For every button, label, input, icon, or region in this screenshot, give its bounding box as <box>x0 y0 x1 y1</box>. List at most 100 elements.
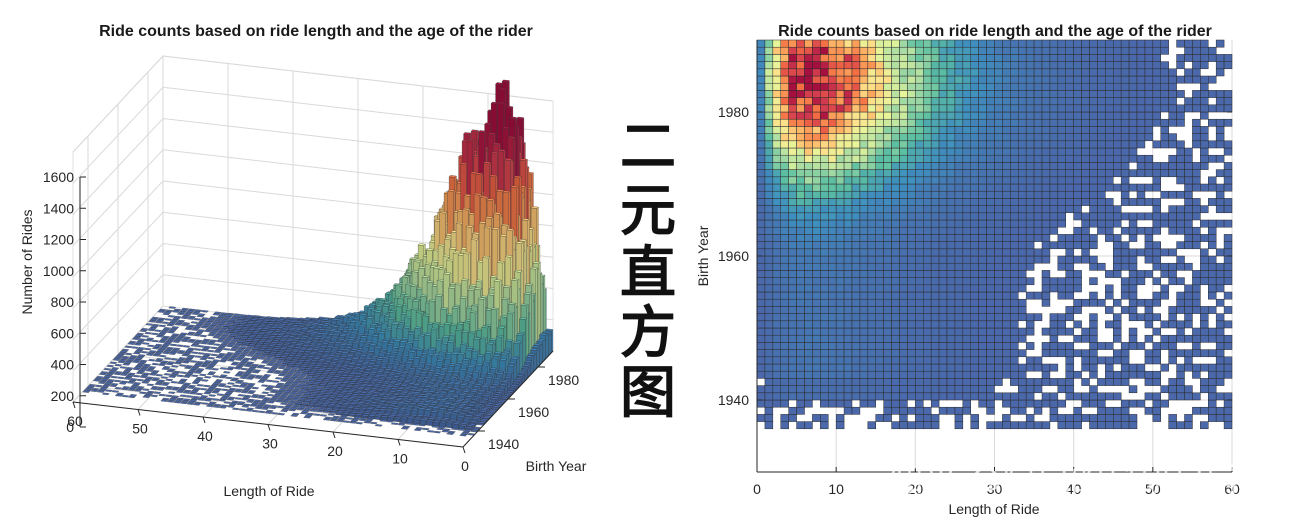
bar3d-bar <box>126 374 135 377</box>
heatmap-cell <box>764 349 774 358</box>
heatmap-cell <box>1033 291 1043 300</box>
heatmap-cell <box>970 241 979 250</box>
bar3d-bar <box>207 341 216 344</box>
heatmap-cell <box>1057 212 1066 221</box>
heatmap-cell <box>804 334 813 343</box>
heatmap-cell <box>962 90 972 98</box>
heatmap-cell <box>923 162 932 170</box>
heatmap-cell <box>962 46 972 55</box>
heatmap-cell <box>788 306 797 314</box>
heatmap-cell <box>828 248 837 257</box>
heatmap-cell <box>756 90 766 98</box>
heatmap-cell <box>859 370 869 379</box>
heatmap-cell <box>970 162 979 170</box>
heatmap-cell <box>756 97 766 106</box>
heatmap-cell <box>1018 298 1027 307</box>
bar3d-bar <box>145 353 154 356</box>
heatmap-cell <box>843 363 853 372</box>
bar3d-bar <box>227 343 236 346</box>
bar3d-bar <box>256 349 265 353</box>
bar3d-bar <box>150 394 159 398</box>
heatmap-cell <box>986 421 995 430</box>
heatmap-cell <box>875 226 884 235</box>
heatmap-cell <box>859 385 869 394</box>
heatmap-cell <box>915 162 924 170</box>
heatmap-cell <box>756 255 766 264</box>
heatmap-cell <box>946 198 956 206</box>
heatmap-cell <box>986 212 995 221</box>
heatmap-cell <box>923 363 932 372</box>
bar3d-bar <box>146 344 155 348</box>
heatmap-cell <box>1033 97 1043 106</box>
heatmap-cell <box>1025 169 1035 178</box>
bar3d-bar <box>140 351 149 354</box>
heatmap-cell <box>1081 162 1090 170</box>
bar3d-bar <box>210 330 219 333</box>
heatmap-cell <box>764 284 774 293</box>
heatmap-cell <box>867 284 877 293</box>
heatmap-cell <box>986 378 995 386</box>
heatmap-cell <box>946 370 956 379</box>
heatmap-cell <box>780 46 789 55</box>
heatmap-cell <box>1049 118 1059 127</box>
heatmap-cell <box>820 414 829 422</box>
heatmap-cell <box>954 421 964 430</box>
heatmap-cell <box>1041 104 1051 113</box>
bar3d-bar <box>141 388 150 391</box>
bar3d-bar <box>135 341 144 344</box>
heatmap-cell <box>1073 284 1082 293</box>
bar3d-bar <box>207 364 216 367</box>
heatmap-cell <box>796 212 805 221</box>
heatmap-cell <box>764 385 774 394</box>
bar3d-ztick: 400 <box>51 357 75 373</box>
bar3d-bar <box>211 321 220 325</box>
heatmap-cell <box>986 370 995 379</box>
heatmap-cell <box>1018 277 1027 286</box>
heatmap-cell <box>1049 313 1059 322</box>
heatmap-cell <box>764 370 774 379</box>
heatmap-cell <box>954 176 964 185</box>
heatmap-cell <box>978 75 987 84</box>
bar3d-bar <box>223 331 232 335</box>
heatmap-cell <box>986 277 995 286</box>
heatmap-cell <box>978 82 987 91</box>
heatmap-cell <box>812 147 821 156</box>
heatmap-cell <box>907 284 916 293</box>
bar3d-bar <box>199 388 208 391</box>
heatmap-cell <box>1010 219 1019 228</box>
heatmap-cell <box>899 392 908 401</box>
heatmap-cell <box>1002 154 1011 163</box>
bar3d-bar <box>179 371 188 374</box>
heatmap-cell <box>843 82 853 91</box>
heatmap-cell <box>978 198 987 206</box>
heatmap-cell <box>938 162 948 170</box>
heatmap-cell <box>1089 255 1098 264</box>
bar3d-bar <box>105 373 114 376</box>
heatmap-cell <box>899 169 908 178</box>
heatmap-cell <box>962 205 972 214</box>
heatmap-cell <box>812 198 821 206</box>
heatmap-cell <box>962 248 972 257</box>
heatmap-cell <box>891 39 900 48</box>
heatmap-cell <box>954 162 964 170</box>
heatmap-cell <box>1065 126 1074 134</box>
heatmap-cell <box>946 277 956 286</box>
heatmap-cell <box>899 133 908 142</box>
bar3d-bar <box>186 333 195 336</box>
heatmap-cell <box>1081 46 1090 55</box>
bar3d-bar <box>163 327 172 330</box>
heatmap-cell <box>1073 334 1082 343</box>
heatmap-cell <box>756 104 766 113</box>
heatmap-cell <box>1065 75 1074 84</box>
bar3d-bar <box>173 400 182 404</box>
bar3d-bar <box>188 315 197 319</box>
bar3d-bar <box>163 311 172 314</box>
heatmap-cell <box>1018 140 1027 149</box>
heatmap-cell <box>915 97 924 106</box>
bar3d-bar <box>207 403 216 406</box>
heatmap-cell <box>986 399 995 408</box>
heatmap-cell <box>1002 421 1011 430</box>
heatmap-cell <box>780 183 789 192</box>
heatmap-cell <box>851 133 861 142</box>
heatmap-cell <box>1065 97 1074 106</box>
